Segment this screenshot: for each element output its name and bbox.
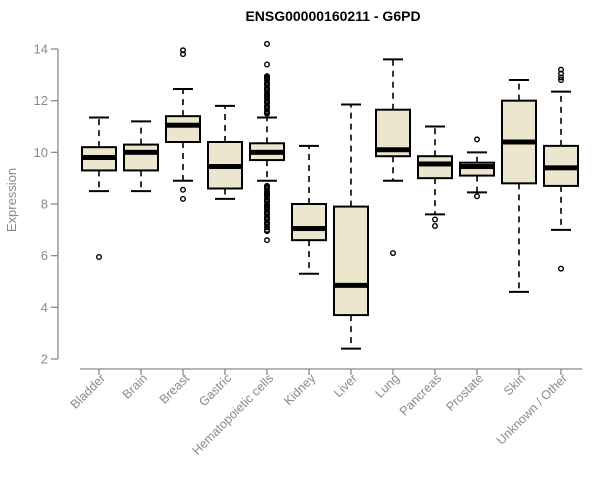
- outlier-point: [558, 66, 565, 73]
- outlier-point: [95, 253, 102, 260]
- x-tick-label: Breast: [157, 371, 193, 407]
- outlier-point: [558, 265, 565, 272]
- x-tick-label: Liver: [331, 371, 360, 400]
- outlier-point: [474, 136, 481, 143]
- x-tick-label: Pancreas: [397, 371, 444, 418]
- outlier-point: [264, 224, 271, 231]
- box-lung: [375, 58, 411, 257]
- outlier-point: [558, 76, 565, 83]
- median-bar: [250, 149, 284, 155]
- outlier-point: [558, 70, 565, 77]
- y-tick-label: 4: [41, 300, 48, 315]
- x-tick-label: Bladder: [68, 371, 108, 411]
- outlier-point: [179, 195, 186, 202]
- y-tick-label: 12: [34, 93, 48, 108]
- median-bar: [124, 149, 158, 155]
- box-liver: [333, 103, 369, 350]
- outlier-point: [474, 193, 481, 200]
- iqr-box: [123, 143, 159, 172]
- box-skin: [501, 79, 537, 293]
- box-unknown-other: [543, 66, 579, 272]
- box-prostate: [459, 136, 495, 200]
- outlier-point: [179, 186, 186, 193]
- y-tick-label: 6: [41, 248, 48, 263]
- outlier-point: [264, 237, 271, 244]
- iqr-box: [333, 205, 369, 317]
- outlier-point: [179, 47, 186, 54]
- y-tick-label: 14: [34, 42, 48, 57]
- outlier-point: [558, 74, 565, 81]
- outlier-point: [264, 228, 271, 235]
- median-bar: [82, 155, 116, 160]
- y-axis-label: Expression: [4, 168, 19, 232]
- median-bar: [334, 282, 368, 288]
- x-tick-label: Gastric: [196, 371, 234, 409]
- box-hematopoietic-cells: [249, 40, 285, 244]
- x-tick-label: Prostate: [443, 371, 486, 414]
- x-tick-label: Brain: [120, 371, 151, 402]
- plot-area: 2 4 6 8 10 12 14 Bladder Brain Breast GastricHemat…: [34, 40, 582, 458]
- median-bar: [460, 164, 494, 170]
- box-breast: [165, 47, 201, 202]
- median-bar: [166, 122, 200, 128]
- median-bar: [502, 139, 536, 145]
- outlier-point: [432, 216, 439, 223]
- outlier-point: [264, 61, 271, 68]
- iqr-box: [417, 155, 453, 180]
- x-tick-label: Unknown / Other: [494, 371, 570, 447]
- outlier-point: [264, 110, 271, 117]
- y-tick-label: 10: [34, 145, 48, 160]
- box-pancreas: [417, 125, 453, 229]
- median-bar: [544, 165, 578, 171]
- y-tick-label: 8: [41, 197, 48, 212]
- median-bar: [208, 164, 242, 170]
- x-tick-label: Lung: [373, 371, 403, 401]
- box-gastric: [207, 104, 243, 200]
- x-tick-label: Hematopoietic cells: [190, 371, 277, 458]
- box-kidney: [291, 144, 327, 275]
- box-brain: [123, 120, 159, 193]
- iqr-box: [291, 203, 327, 242]
- outlier-point: [264, 40, 271, 47]
- outlier-point: [432, 222, 439, 229]
- y-tick-label: 2: [41, 352, 48, 367]
- median-bar: [418, 161, 452, 167]
- outlier-point: [390, 250, 397, 257]
- box-bladder: [81, 116, 117, 260]
- outlier-point: [179, 51, 186, 58]
- x-tick-label: Kidney: [281, 371, 318, 408]
- x-tick-label: Skin: [501, 371, 528, 398]
- chart-title: ENSG00000160211 - G6PD: [245, 8, 420, 24]
- median-bar: [292, 226, 326, 232]
- iqr-box: [165, 115, 201, 143]
- median-bar: [376, 147, 410, 153]
